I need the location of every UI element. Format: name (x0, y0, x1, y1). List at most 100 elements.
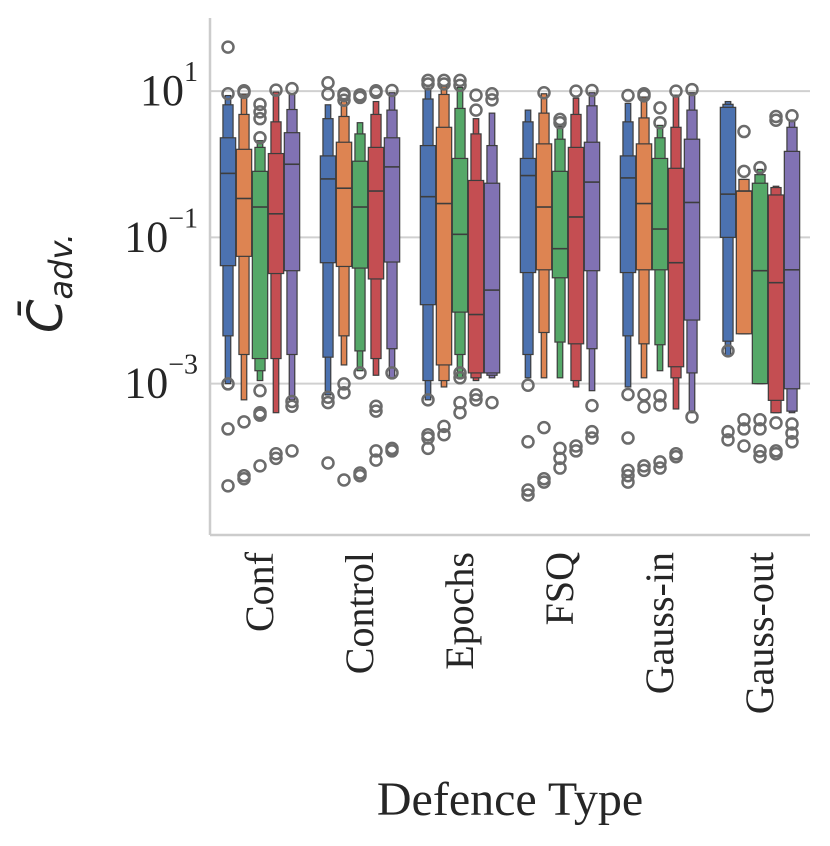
outlier-point (553, 461, 567, 475)
category-group (419, 73, 501, 456)
outlier-point (321, 456, 335, 470)
boxen-level (335, 141, 353, 268)
outlier-point (637, 388, 651, 402)
outlier-point (553, 112, 567, 127)
outlier-point (553, 451, 567, 466)
outlier-point (369, 85, 383, 100)
outlier-point (753, 160, 767, 175)
outlier-point (621, 475, 635, 489)
outlier-point (237, 85, 251, 100)
outlier-point (321, 395, 335, 410)
outlier-point (653, 455, 667, 469)
outlier-point (569, 444, 583, 458)
boxen-series (483, 87, 501, 410)
outlier-point (469, 393, 483, 407)
boxen-level (419, 144, 437, 306)
outlier-point (421, 393, 435, 407)
boxen-level (551, 170, 569, 279)
x-tick-label: Gauss-in (637, 552, 682, 694)
outlier-point (769, 113, 783, 127)
outlier-point (585, 398, 599, 413)
outlier-point (337, 377, 351, 391)
outlier-point (485, 395, 499, 410)
outlier-point (637, 459, 651, 473)
outlier-point (585, 424, 599, 439)
outlier-point (285, 81, 299, 96)
outlier-point (585, 83, 599, 98)
y-axis-title: C̄adv. (17, 233, 80, 333)
y-tick-base: 10 (124, 359, 168, 408)
boxen-series (683, 82, 701, 424)
outlier-point (369, 444, 383, 458)
boxen-level (619, 155, 637, 274)
boxen-series (319, 76, 337, 470)
category-group (619, 82, 701, 489)
boxen-series (383, 83, 401, 458)
outlier-point (385, 83, 399, 98)
outlier-point (285, 444, 299, 458)
boxen-series (219, 40, 237, 493)
outlier-point (537, 85, 551, 100)
x-tick-label: Conf (237, 551, 282, 632)
boxen-series (783, 109, 801, 449)
outlier-point (469, 103, 483, 117)
outlier-point (453, 73, 467, 88)
outlier-point (621, 431, 635, 445)
outlier-point (721, 433, 735, 447)
outlier-point (253, 131, 267, 145)
boxen-series (567, 84, 585, 458)
outlier-point (453, 78, 467, 93)
outlier-point (753, 422, 767, 436)
boxen-level (735, 190, 753, 335)
boxen-level (683, 138, 701, 321)
outlier-point (537, 475, 551, 489)
y-tick-base: 10 (140, 66, 184, 115)
outlier-point (769, 416, 783, 430)
y-tick-exponent: −1 (168, 203, 198, 234)
outlier-point (521, 488, 535, 502)
outlier-point (785, 426, 799, 440)
outlier-point (253, 97, 267, 112)
outlier-point (653, 389, 667, 403)
outlier-point (337, 93, 351, 108)
y-axis-title-subscript: adv. (42, 233, 80, 299)
outlier-point (737, 422, 751, 436)
boxen-level (319, 155, 337, 264)
category-group (719, 100, 801, 464)
boxen-level (351, 160, 369, 269)
outlier-point (785, 435, 799, 449)
outlier-point (737, 124, 751, 139)
outlier-point (569, 84, 583, 98)
outlier-point (269, 83, 283, 97)
outlier-point (369, 453, 383, 467)
outlier-point (453, 366, 467, 380)
outlier-point (221, 422, 235, 436)
x-tick-labels: Conf Control Epochs FSQ Gauss-in Gauss-out (237, 551, 782, 714)
boxen-series (283, 81, 301, 458)
x-tick-label: Control (337, 552, 382, 674)
outlier-point (721, 424, 735, 439)
x-tick-label: Epochs (437, 552, 482, 670)
outlier-point (469, 88, 483, 102)
boxen-series (583, 83, 601, 445)
outlier-point (285, 394, 299, 409)
outlier-point (653, 101, 667, 115)
outlier-point (653, 115, 667, 130)
outlier-point (221, 87, 235, 101)
boxen-series (667, 84, 685, 464)
boxen-series (535, 85, 553, 489)
outlier-point (337, 473, 351, 487)
outlier-point (785, 109, 799, 123)
outlier-point (785, 417, 799, 431)
boxen-series (635, 87, 653, 478)
x-axis-title: Defence Type (377, 773, 643, 826)
outlier-point (253, 105, 267, 119)
outlier-point (753, 413, 767, 427)
outlier-point (737, 164, 751, 179)
outlier-point (569, 439, 583, 453)
outlier-point (353, 366, 367, 380)
boxen-level (651, 157, 669, 271)
outlier-point (721, 344, 735, 358)
outlier-point (253, 408, 267, 422)
boxen-series (367, 84, 385, 467)
